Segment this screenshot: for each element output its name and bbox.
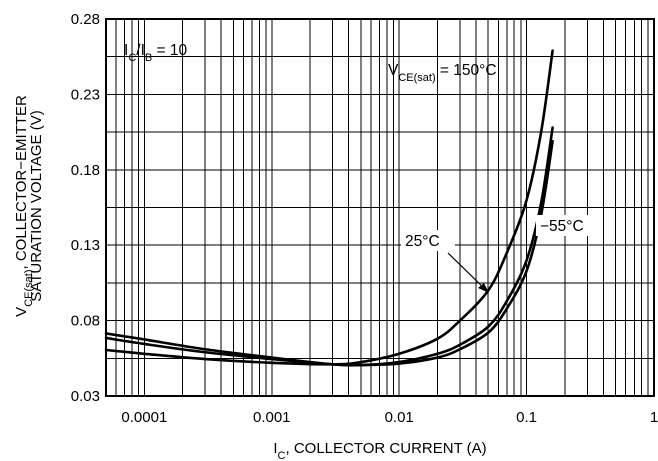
y-axis-label-line1-main: V bbox=[13, 307, 30, 317]
series-line bbox=[104, 49, 554, 366]
y-tick-label: 0.13 bbox=[71, 237, 100, 254]
x-tick-label: 1 bbox=[650, 409, 658, 426]
condition-label: IC/IB = 10 bbox=[124, 42, 188, 64]
y-tick-label: 0.28 bbox=[71, 11, 100, 28]
series-line bbox=[104, 126, 554, 367]
x-axis-label: IC, COLLECTOR CURRENT (A) bbox=[273, 440, 486, 461]
label-m55c-bg bbox=[536, 215, 600, 236]
label-m55c: −55°C bbox=[540, 218, 584, 235]
tick-labels: 0.0001 0.001 0.01 0.1 1 0.03 0.08 0.13 0.18 0.23 0… bbox=[71, 11, 658, 426]
label-150c: VCE(sat) = 150°C bbox=[388, 62, 497, 84]
y-tick-label: 0.03 bbox=[71, 388, 100, 405]
x-tick-label: 0.001 bbox=[253, 409, 291, 426]
y-tick-label: 0.23 bbox=[71, 86, 100, 103]
x-tick-label: 0.0001 bbox=[121, 409, 167, 426]
label-25c-arrowhead bbox=[478, 283, 489, 293]
y-axis-label: VCE(sat), COLLECTOR−EMITTER SATURATION V… bbox=[13, 95, 45, 317]
y-axis-label-line2: SATURATION VOLTAGE (V) bbox=[28, 110, 45, 301]
svg-text:VCE(sat), COLLECTOR−EMITTER: VCE(sat), COLLECTOR−EMITTER bbox=[13, 95, 35, 317]
curves bbox=[104, 49, 554, 367]
series-line bbox=[104, 139, 554, 367]
label-25c: 25°C bbox=[405, 233, 440, 250]
grid bbox=[105, 18, 655, 397]
label-25c-bg bbox=[401, 230, 455, 251]
y-tick-label: 0.08 bbox=[71, 313, 100, 330]
plot-frame bbox=[105, 18, 655, 397]
x-tick-label: 0.01 bbox=[385, 409, 414, 426]
label-25c-leader bbox=[447, 252, 488, 292]
x-tick-label: 0.1 bbox=[516, 409, 537, 426]
y-tick-label: 0.18 bbox=[71, 162, 100, 179]
